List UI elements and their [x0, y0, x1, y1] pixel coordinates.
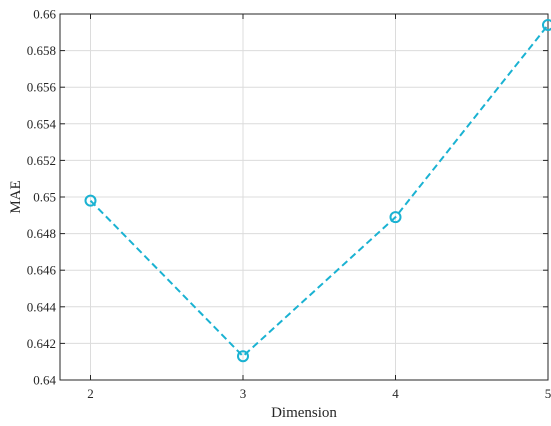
- series-line: [89, 24, 549, 358]
- y-tick-label: 0.646: [27, 263, 57, 278]
- x-tick-label: 3: [240, 386, 247, 401]
- x-tick-label: 2: [87, 386, 94, 401]
- data-point: [237, 350, 249, 363]
- x-tick-label: 4: [392, 386, 399, 401]
- y-tick-label: 0.656: [27, 80, 57, 95]
- data-point: [389, 211, 402, 224]
- y-tick-label: 0.65: [33, 190, 56, 205]
- x-tick-label: 5: [545, 386, 551, 401]
- y-tick-label: 0.66: [33, 7, 56, 22]
- y-tick-label: 0.648: [27, 226, 56, 241]
- data-point: [84, 194, 97, 207]
- data-point: [542, 18, 551, 31]
- y-tick-label: 0.644: [27, 299, 57, 314]
- grid: [60, 13, 549, 381]
- x-axis-label: Dimension: [271, 405, 337, 421]
- y-tick-label: 0.642: [27, 336, 56, 351]
- y-tick-label: 0.652: [27, 153, 56, 168]
- y-axis-label: MAE: [8, 180, 24, 213]
- y-tick-label: 0.654: [27, 116, 57, 131]
- axis-ticks: 2 3 4 5 0.64 0.642 0.644 0.646 0.648 0.65 0.652 0.6…: [27, 7, 551, 402]
- y-tick-label: 0.64: [33, 373, 56, 388]
- y-tick-label: 0.658: [27, 43, 56, 58]
- series: [84, 18, 551, 363]
